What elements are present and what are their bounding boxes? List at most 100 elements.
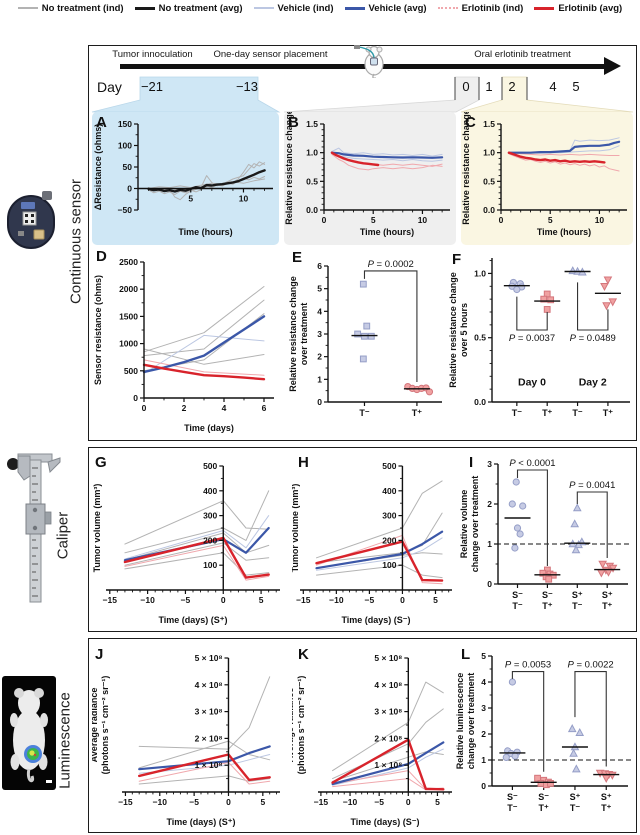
svg-text:2: 2 (182, 403, 187, 413)
panel-letter-I: I (469, 454, 474, 471)
panel-C-chart: 0 5 10 0.0 0.5 1.0 1.5 Time (hours) Relative res… (461, 109, 633, 245)
svg-text:Tumor volume (mm³): Tumor volume (mm³) (292, 484, 300, 573)
svg-text:(photons s⁻¹ cm⁻² sr⁻¹): (photons s⁻¹ cm⁻² sr⁻¹) (296, 676, 306, 775)
svg-text:100: 100 (203, 560, 217, 570)
svg-text:1.0: 1.0 (474, 268, 486, 278)
svg-text:Relative resistance change: Relative resistance change (461, 112, 471, 225)
svg-text:S⁻: S⁻ (507, 792, 518, 802)
svg-text:P = 0.0037: P = 0.0037 (509, 333, 555, 344)
svg-text:1000: 1000 (119, 339, 138, 349)
panel-letter-E: E (292, 249, 303, 266)
legend-label: Erlotinib (avg) (558, 2, 623, 14)
svg-text:2500: 2500 (119, 257, 138, 267)
legend-item: No treatment (ind) (17, 2, 124, 14)
legend-swatch-erlotinib-ind (437, 7, 458, 9)
svg-text:−15: −15 (314, 797, 329, 807)
svg-text:1500: 1500 (119, 311, 138, 321)
svg-text:500: 500 (382, 461, 396, 471)
svg-text:−50: −50 (118, 205, 133, 215)
svg-text:0.0: 0.0 (474, 397, 486, 407)
svg-text:Average radiance: Average radiance (292, 688, 295, 763)
legend-swatch-vehicle-ind (253, 7, 274, 9)
svg-text:T⁻: T⁻ (512, 408, 522, 418)
timeline-day-4: 4 (549, 79, 557, 94)
legend-item: Erlotinib (avg) (534, 3, 622, 14)
svg-text:change over treatment: change over treatment (470, 476, 480, 573)
caliper-photo (7, 453, 61, 603)
svg-text:0: 0 (400, 595, 405, 605)
legend-label: Vehicle (ind) (277, 2, 334, 14)
svg-text:(photons s⁻¹ cm⁻² sr⁻¹): (photons s⁻¹ cm⁻² sr⁻¹) (100, 676, 110, 775)
sensor-photo (7, 191, 55, 249)
svg-text:3 × 10⁸: 3 × 10⁸ (374, 707, 402, 717)
svg-text:5: 5 (435, 797, 440, 807)
svg-text:−5: −5 (181, 595, 191, 605)
svg-text:5: 5 (260, 797, 265, 807)
svg-text:4: 4 (222, 403, 227, 413)
svg-text:200: 200 (203, 535, 217, 545)
panel-letter-C: C (465, 114, 476, 131)
svg-text:1.5: 1.5 (483, 119, 495, 129)
svg-text:1.5: 1.5 (306, 119, 318, 129)
svg-text:T⁺: T⁺ (412, 408, 422, 418)
svg-text:S⁺: S⁺ (601, 792, 612, 802)
panel-G-chart: −15 −10 −5 0 5 100 200 300 400 500 Time (days) (S⁺… (92, 452, 288, 633)
legend-item: Vehicle (ind) (253, 2, 334, 14)
legend-label: No treatment (ind) (41, 2, 124, 14)
svg-text:2: 2 (481, 729, 486, 739)
svg-text:−10: −10 (153, 797, 168, 807)
panel-letter-D: D (96, 248, 107, 265)
svg-text:T⁺: T⁺ (602, 601, 612, 611)
timeline-arrowhead-icon (604, 57, 621, 75)
timeline-event-sensor-placement: One-day sensor placement (213, 49, 328, 60)
timeline-day-0: 0 (462, 79, 470, 94)
svg-text:1 × 10⁸: 1 × 10⁸ (195, 760, 223, 770)
svg-text:5: 5 (188, 194, 193, 204)
svg-text:5: 5 (548, 215, 553, 225)
svg-text:10: 10 (239, 194, 249, 204)
svg-text:S⁺: S⁺ (570, 792, 581, 802)
svg-text:5: 5 (317, 284, 322, 294)
svg-text:T⁺: T⁺ (603, 408, 613, 418)
svg-text:Relative volume: Relative volume (460, 490, 469, 559)
svg-text:S⁺: S⁺ (602, 590, 613, 600)
svg-text:P = 0.0002: P = 0.0002 (368, 259, 414, 270)
panel-D-chart: 0 2 4 6 0 500 1000 1500 2000 2500 Time (days) Senso… (92, 246, 282, 441)
svg-text:1.0: 1.0 (306, 148, 318, 158)
svg-text:6: 6 (317, 261, 322, 271)
legend-item: No treatment (avg) (134, 3, 243, 14)
timeline-arrow (120, 64, 606, 69)
svg-text:0.0: 0.0 (306, 205, 318, 215)
svg-text:−5: −5 (374, 797, 384, 807)
svg-text:Time (hours): Time (hours) (537, 227, 591, 237)
svg-text:Time (hours): Time (hours) (178, 227, 232, 237)
svg-text:T⁻: T⁻ (507, 803, 517, 813)
svg-text:S⁻: S⁻ (512, 590, 523, 600)
svg-text:Day 2: Day 2 (579, 376, 607, 388)
svg-text:P < 0.0001: P < 0.0001 (509, 458, 555, 469)
svg-text:1 × 10⁸: 1 × 10⁸ (374, 760, 402, 770)
svg-text:0: 0 (226, 797, 231, 807)
svg-text:0.5: 0.5 (474, 333, 486, 343)
panel-letter-A: A (96, 114, 107, 131)
svg-text:4: 4 (317, 306, 322, 316)
svg-text:T⁻: T⁻ (572, 601, 582, 611)
svg-text:500: 500 (203, 461, 217, 471)
panel-letter-L: L (461, 646, 471, 663)
svg-text:Sensor resistance (ohms): Sensor resistance (ohms) (93, 275, 103, 385)
svg-text:Time (hours): Time (hours) (360, 227, 414, 237)
svg-text:3: 3 (481, 703, 486, 713)
svg-text:−10: −10 (329, 595, 344, 605)
timeline-day-2: 2 (508, 79, 516, 94)
svg-text:5: 5 (481, 651, 486, 661)
svg-text:Relative resistance change: Relative resistance change (288, 276, 298, 392)
svg-text:−15: −15 (296, 595, 311, 605)
svg-text:5 × 10⁸: 5 × 10⁸ (195, 653, 223, 663)
svg-text:0: 0 (322, 215, 327, 225)
svg-text:150: 150 (118, 119, 132, 129)
svg-text:T⁻: T⁻ (572, 408, 582, 418)
svg-text:S⁻: S⁻ (542, 590, 553, 600)
panel-L-chart: 0 1 2 3 4 5 Relative luminescence change over t… (455, 644, 634, 835)
